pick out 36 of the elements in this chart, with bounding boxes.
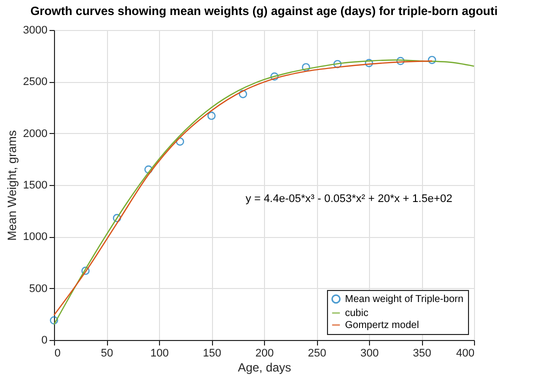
point [428,56,436,64]
point [144,165,153,174]
point [364,58,374,68]
legend-label: cubic [345,308,368,319]
chart-title: Growth curves showing mean weights (g) against age (days) for triple-born agouti [30,4,498,18]
y-tick-label: 2000 [23,128,48,140]
x-tick-label: 350 [412,348,432,360]
y-axis-title: Mean Weight, grams [5,130,20,241]
y-tick-label: 2500 [23,76,48,88]
x-tick-label: 200 [255,348,274,360]
point [333,60,342,68]
y-tick-label: 3000 [23,24,48,36]
point [81,266,90,275]
x-tick-label: 250 [308,348,326,360]
x-tick-label: 100 [150,348,169,360]
y-tick-label: 1500 [23,180,48,192]
x-tick-label: 0 [54,348,61,360]
x-tick-label: 300 [360,348,379,360]
x-tick-label: 400 [456,348,474,360]
point [176,137,184,146]
point [302,63,310,72]
point [238,90,248,98]
legend-label: Mean weight of Triple-born [345,294,464,305]
y-tick-label: 0 [41,334,48,346]
x-tick-label: 150 [202,348,222,360]
point [396,56,405,66]
point [270,72,279,81]
legend-label: Gompertz model [345,320,419,331]
x-tick-label: 50 [100,348,114,360]
x-axis-title: Age, days [238,360,292,374]
y-tick-label: 500 [29,282,48,295]
point [207,112,216,120]
annotation: y = 4.4e-05*x³ - 0.053*x² + 20*x + 1.5e+02 [246,193,452,205]
y-tick-label: 1000 [23,231,48,244]
point [50,316,58,324]
point [112,214,122,222]
